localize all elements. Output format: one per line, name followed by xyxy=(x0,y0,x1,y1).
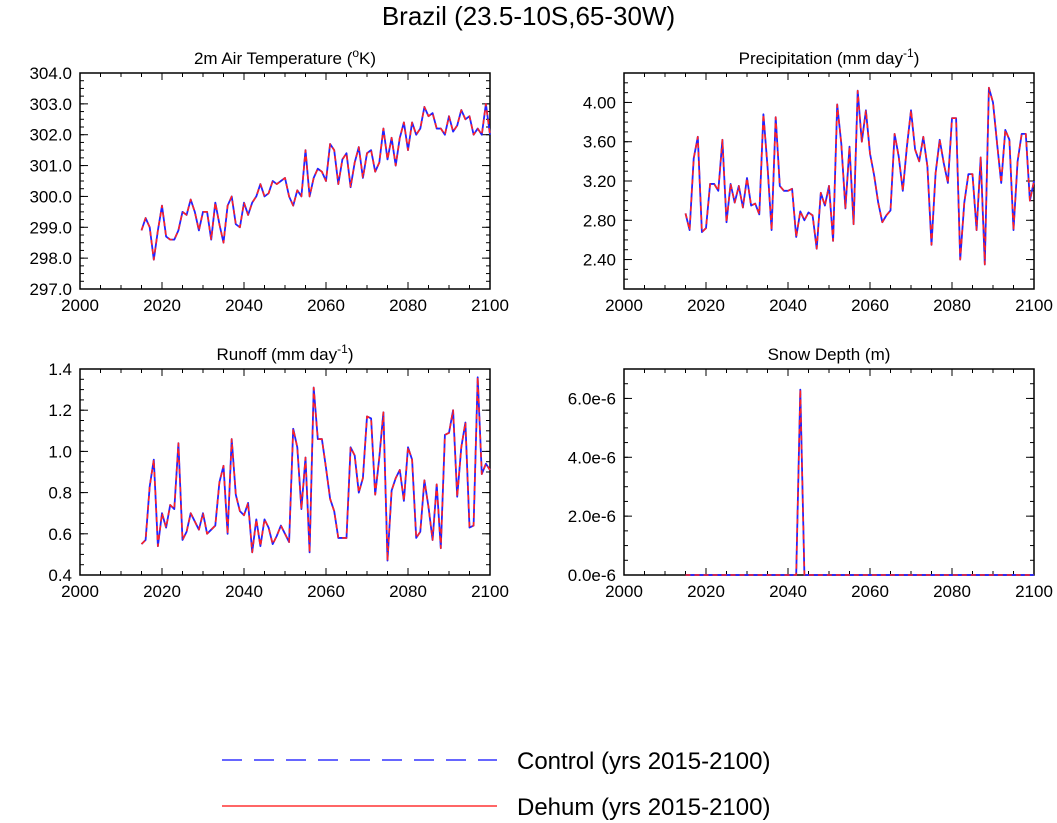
x-tick-label: 2100 xyxy=(1015,582,1053,601)
y-tick-label: 0.6 xyxy=(48,525,72,544)
figure-title: Brazil (23.5-10S,65-30W) xyxy=(381,1,676,31)
series-line-dehum xyxy=(140,103,491,261)
chart-panel-2: Runoff (mm day-1) 2000 2020 2040 2060 2080 210… xyxy=(48,342,509,601)
x-tick-label: 2000 xyxy=(605,582,643,601)
y-tick-label: 300.0 xyxy=(29,187,72,206)
panel-title: 2m Air Temperature (oK) xyxy=(194,46,376,68)
y-tick-label: 301.0 xyxy=(29,157,72,176)
panel-title: Runoff (mm day-1) xyxy=(217,342,354,364)
x-tick-label: 2000 xyxy=(61,582,99,601)
y-tick-label: 1.2 xyxy=(48,401,72,420)
y-tick-label: 6.0e-6 xyxy=(568,389,616,408)
y-tick-label: 4.00 xyxy=(583,93,616,112)
chart-panel-3: Snow Depth (m) 2000 2020 2040 2060 2080 2100 0.… xyxy=(568,345,1053,601)
y-tick-label: 4.0e-6 xyxy=(568,448,616,467)
x-tick-label: 2060 xyxy=(851,296,889,315)
series-line-control xyxy=(685,388,1034,576)
panel-title: Precipitation (mm day-1) xyxy=(739,46,920,68)
x-tick-label: 2060 xyxy=(307,296,345,315)
y-tick-label: 303.0 xyxy=(29,95,72,114)
y-tick-label: 2.40 xyxy=(583,251,616,270)
x-tick-label: 2020 xyxy=(687,582,725,601)
chart-panel-1: Precipitation (mm day-1) 2000 2020 2040 2060… xyxy=(583,46,1053,315)
x-tick-label: 2040 xyxy=(769,582,807,601)
y-tick-label: 2.80 xyxy=(583,211,616,230)
x-tick-label: 2080 xyxy=(933,582,971,601)
chart-panels: 2m Air Temperature (oK) 2000 2020 2040 2060 2… xyxy=(29,46,1052,601)
x-tick-label: 2020 xyxy=(687,296,725,315)
y-tick-label: 2.0e-6 xyxy=(568,507,616,526)
x-tick-label: 2040 xyxy=(769,296,807,315)
series-line-dehum xyxy=(140,376,491,562)
y-tick-label: 298.0 xyxy=(29,249,72,268)
panel-title: Snow Depth (m) xyxy=(768,345,891,364)
series-line-control xyxy=(140,102,491,261)
x-tick-label: 2000 xyxy=(61,296,99,315)
x-tick-label: 2040 xyxy=(225,582,263,601)
legend: Control (yrs 2015-2100) Dehum (yrs 2015-… xyxy=(222,748,770,821)
x-tick-label: 2020 xyxy=(143,582,181,601)
chart-panel-0: 2m Air Temperature (oK) 2000 2020 2040 2060 2… xyxy=(29,46,508,315)
x-tick-label: 2060 xyxy=(307,582,345,601)
legend-label-dehum: Dehum (yrs 2015-2100) xyxy=(517,794,770,821)
x-tick-label: 2100 xyxy=(471,296,509,315)
y-tick-label: 302.0 xyxy=(29,126,72,145)
series-line-dehum xyxy=(684,86,1035,266)
y-tick-label: 0.4 xyxy=(48,566,72,585)
x-tick-label: 2060 xyxy=(851,582,889,601)
y-tick-label: 1.4 xyxy=(48,360,72,379)
y-tick-label: 304.0 xyxy=(29,64,72,83)
y-tick-label: 297.0 xyxy=(29,280,72,299)
y-tick-label: 3.20 xyxy=(583,172,616,191)
series-line-dehum xyxy=(685,388,1034,576)
y-tick-label: 1.0 xyxy=(48,442,72,461)
x-tick-label: 2000 xyxy=(605,296,643,315)
x-tick-label: 2080 xyxy=(933,296,971,315)
x-tick-label: 2100 xyxy=(1015,296,1053,315)
y-tick-label: 3.60 xyxy=(583,133,616,152)
x-tick-label: 2080 xyxy=(389,296,427,315)
y-tick-label: 299.0 xyxy=(29,218,72,237)
series-line-control xyxy=(684,86,1035,266)
x-tick-label: 2080 xyxy=(389,582,427,601)
y-tick-label: 0.8 xyxy=(48,484,72,503)
x-tick-label: 2040 xyxy=(225,296,263,315)
legend-label-control: Control (yrs 2015-2100) xyxy=(517,748,770,775)
x-tick-label: 2100 xyxy=(471,582,509,601)
plot-frame xyxy=(623,368,1035,576)
x-tick-label: 2020 xyxy=(143,296,181,315)
y-tick-label: 0.0e-6 xyxy=(568,566,616,585)
